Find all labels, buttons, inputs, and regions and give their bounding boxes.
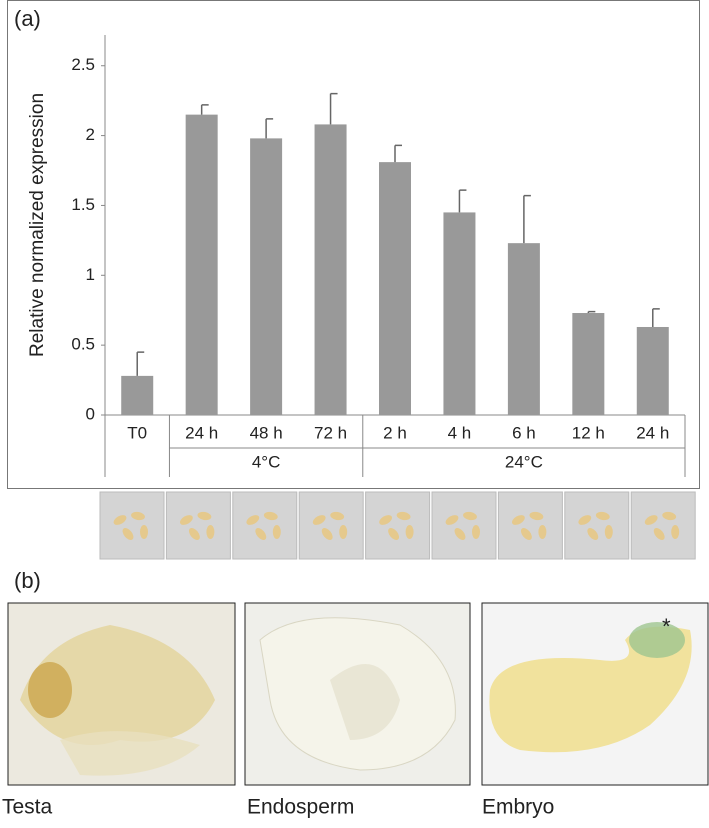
photo-testa — [7, 602, 236, 786]
panel-frame — [7, 0, 700, 489]
photo-label: Testa — [2, 796, 53, 819]
seed — [246, 515, 260, 525]
x-tick-label: 4 h — [448, 423, 472, 442]
seed-thumb — [630, 491, 696, 560]
error-bar — [587, 310, 596, 314]
seed — [122, 528, 134, 540]
seed-thumb — [165, 491, 231, 560]
bar — [443, 212, 476, 415]
seed — [472, 525, 480, 539]
seed-thumb — [298, 491, 364, 560]
bar — [250, 138, 283, 415]
error-bar — [329, 92, 338, 125]
bar — [314, 124, 347, 415]
error-bar — [652, 308, 660, 327]
x-tick-label: 2 h — [383, 423, 407, 442]
panel-label: (a) — [14, 6, 41, 31]
seed-thumb — [365, 491, 431, 560]
seed — [662, 511, 677, 521]
y-tick-label: 1 — [86, 265, 95, 284]
y-tick-label: 0 — [86, 404, 95, 423]
seed — [671, 525, 680, 539]
y-tick-label: 0.5 — [71, 335, 95, 354]
error-bar — [265, 118, 274, 139]
seed — [379, 515, 392, 525]
seed — [263, 511, 278, 521]
error-bar — [394, 144, 402, 163]
bar — [121, 375, 154, 415]
seed — [595, 511, 610, 521]
seed — [113, 515, 127, 525]
seed — [396, 511, 411, 521]
photo-label: Embryo — [482, 796, 554, 819]
seed — [388, 528, 400, 540]
y-axis-label: Relative normalized expression — [27, 93, 48, 357]
seed — [653, 528, 665, 540]
seed — [463, 511, 477, 521]
group-label: 24°C — [505, 452, 543, 471]
seed-thumb — [99, 491, 165, 560]
error-bar — [458, 189, 467, 213]
seed — [445, 515, 459, 525]
x-tick-label: 72 h — [314, 423, 347, 442]
seed — [339, 525, 348, 539]
seed — [180, 515, 193, 525]
seed — [538, 525, 547, 539]
y-tick-label: 2.5 — [71, 55, 95, 74]
seed — [644, 515, 658, 525]
photo-embryo: * — [481, 602, 709, 786]
seed — [578, 515, 592, 525]
seed — [587, 528, 599, 540]
seed — [206, 525, 215, 539]
seed — [604, 525, 613, 539]
seed — [188, 528, 200, 540]
group-label: 4°C — [252, 452, 281, 471]
error-bar — [523, 194, 531, 244]
bar — [636, 326, 669, 415]
seed — [512, 515, 525, 525]
x-tick-label: 12 h — [572, 423, 605, 442]
seed — [197, 511, 212, 521]
svg-text:*: * — [662, 614, 671, 639]
seed — [405, 525, 414, 539]
seed — [321, 528, 333, 540]
seed — [131, 511, 145, 521]
bar — [379, 162, 411, 415]
bar — [507, 243, 540, 415]
seed — [520, 528, 532, 540]
panel-label: (b) — [14, 568, 41, 593]
seed — [140, 525, 148, 539]
y-tick-label: 2 — [86, 125, 95, 144]
seed-thumb — [232, 491, 298, 560]
seed — [454, 528, 466, 540]
x-tick-label: T0 — [127, 423, 147, 442]
x-tick-label: 24 h — [636, 423, 669, 442]
seed — [312, 515, 326, 525]
seed — [529, 511, 544, 521]
error-bar — [136, 351, 145, 376]
y-tick-label: 1.5 — [71, 195, 95, 214]
seed — [272, 525, 281, 539]
seed — [330, 511, 345, 521]
x-tick-label: 6 h — [512, 423, 536, 442]
seed-photos — [99, 491, 696, 560]
x-tick-label: 24 h — [185, 423, 218, 442]
x-tick-label: 48 h — [250, 423, 283, 442]
photo-endosperm — [244, 602, 471, 786]
error-bar — [200, 104, 209, 115]
seed-thumb — [431, 491, 497, 560]
bar — [185, 114, 218, 415]
seed — [255, 528, 267, 540]
bar — [572, 313, 605, 415]
seed-thumb — [497, 491, 563, 560]
seed-thumb — [564, 491, 630, 560]
photo-label: Endosperm — [247, 796, 354, 819]
